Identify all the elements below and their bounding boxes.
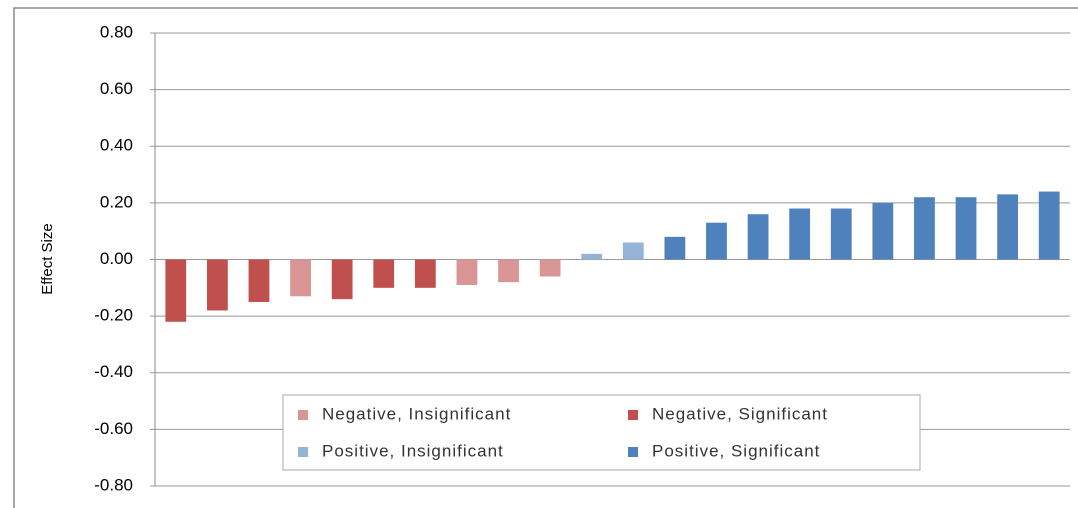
y-tick-label: 0.80 <box>100 22 133 41</box>
legend-label: Positive, Insignificant <box>322 441 504 460</box>
legend-swatch <box>298 447 308 457</box>
y-tick-label: 0.60 <box>100 79 133 98</box>
legend-label: Positive, Significant <box>652 441 820 460</box>
bar <box>414 259 436 288</box>
legend-swatch <box>298 410 308 420</box>
bar <box>290 259 311 297</box>
legend-box <box>282 394 921 471</box>
bar <box>789 208 811 260</box>
bar <box>830 208 852 260</box>
y-tick-label: -0.40 <box>94 362 133 381</box>
bar <box>373 259 395 288</box>
bar <box>664 236 686 260</box>
y-tick-label: -0.80 <box>94 475 133 494</box>
bar <box>872 202 894 260</box>
bar <box>456 259 478 285</box>
bar <box>747 214 769 260</box>
bar <box>248 259 270 302</box>
y-tick-label: -0.20 <box>94 306 133 325</box>
bar <box>1038 191 1060 260</box>
y-tick-label: 0.40 <box>100 136 133 155</box>
legend-label: Negative, Insignificant <box>322 404 511 423</box>
y-axis-title: Effect Size <box>39 223 56 294</box>
bar <box>165 259 187 322</box>
bar <box>955 197 977 260</box>
y-tick-label: 0.00 <box>100 249 133 268</box>
y-tick-label: -0.60 <box>94 419 133 438</box>
bar <box>331 259 353 300</box>
legend-swatch <box>628 410 638 420</box>
bar <box>914 197 935 260</box>
bar <box>622 242 644 260</box>
chart-frame <box>13 7 1078 508</box>
bar <box>498 259 519 283</box>
bar <box>581 253 603 260</box>
bar <box>997 194 1019 260</box>
y-tick-label: 0.20 <box>100 192 133 211</box>
bar <box>539 259 561 277</box>
legend-label: Negative, Significant <box>652 404 828 423</box>
legend-swatch <box>628 447 638 457</box>
bar <box>206 259 228 311</box>
bar <box>706 222 727 260</box>
